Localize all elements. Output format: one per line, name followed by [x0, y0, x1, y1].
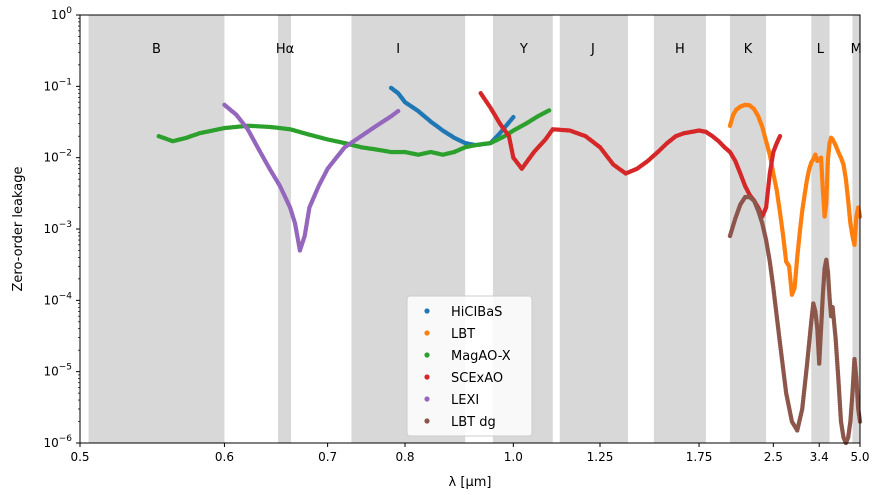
legend-marker-hicibas — [424, 308, 430, 314]
x-tick-label: 0.5 — [70, 450, 89, 464]
y-tick-label: 10−2 — [43, 149, 72, 165]
data-point-scexao — [777, 133, 783, 139]
x-axis-label: λ [μm] — [449, 475, 492, 490]
data-point-magao-x — [546, 108, 552, 113]
y-tick-exponent: −1 — [59, 77, 72, 87]
legend-label-lbt-dg: LBT dg — [451, 415, 496, 430]
y-tick-base: 10 — [43, 222, 58, 236]
x-tick-label: 1.25 — [587, 450, 614, 464]
y-tick-label: 10−1 — [43, 77, 72, 93]
x-tick-label: 0.6 — [215, 450, 234, 464]
x-tick-label: 5.0 — [850, 450, 869, 464]
y-tick-label: 10−6 — [43, 434, 72, 450]
y-tick-base: 10 — [51, 8, 66, 22]
x-tick-label: 2.5 — [764, 450, 783, 464]
x-tick-label: 0.8 — [395, 450, 414, 464]
y-tick-label: 10−3 — [43, 220, 72, 236]
y-tick-label: 100 — [51, 6, 72, 22]
legend-label-lexi: LEXI — [451, 393, 479, 408]
band-label-h: H — [675, 42, 685, 57]
y-axis-label: Zero-order leakage — [11, 167, 26, 292]
y-tick-base: 10 — [43, 436, 58, 450]
y-tick-exponent: −3 — [59, 220, 72, 230]
legend-label-hicibas: HiCIBaS — [451, 305, 502, 320]
legend-label-scexao: SCExAO — [451, 371, 503, 386]
data-series — [156, 85, 863, 446]
y-tick-exponent: −6 — [59, 434, 73, 444]
y-tick-exponent: −5 — [59, 363, 72, 373]
y-tick-exponent: 0 — [66, 6, 72, 16]
legend-marker-magao-x — [424, 352, 430, 358]
x-tick-label: 3.4 — [810, 450, 829, 464]
legend-marker-lbt — [424, 330, 430, 336]
y-tick-base: 10 — [43, 151, 58, 165]
x-tick-label: 1.75 — [686, 450, 713, 464]
band-label-j: J — [590, 42, 595, 57]
series-lbt-dg — [727, 194, 863, 446]
legend-box — [406, 295, 533, 437]
series-scexao — [478, 91, 783, 219]
x-tick-label: 1.0 — [504, 450, 523, 464]
legend-label-magao-x: MagAO-X — [451, 349, 511, 364]
band-label-y: Y — [519, 42, 528, 57]
band-label-b: B — [152, 42, 161, 57]
legend-marker-scexao — [424, 374, 430, 380]
y-tick-base: 10 — [43, 79, 58, 93]
y-tick-label: 10−4 — [43, 291, 72, 307]
legend-marker-lbt-dg — [424, 418, 430, 424]
y-tick-base: 10 — [43, 293, 58, 307]
band-h — [277, 15, 292, 443]
band-h — [653, 15, 706, 443]
y-tick-exponent: −2 — [59, 149, 72, 159]
x-tick-label: 0.7 — [318, 450, 337, 464]
legend-label-lbt: LBT — [451, 327, 475, 342]
band-label-i: I — [396, 42, 400, 57]
y-tick-label: 10−5 — [43, 363, 72, 379]
band-j — [559, 15, 629, 443]
band-k — [730, 15, 767, 443]
band-label-k: K — [744, 42, 753, 57]
data-point-hicibas — [511, 114, 516, 120]
series-lbt — [727, 102, 863, 297]
data-point-lexi — [395, 108, 401, 114]
y-tick-exponent: −4 — [59, 291, 73, 301]
y-tick-base: 10 — [43, 365, 58, 379]
legend: HiCIBaS LBT MagAO-X SCExAO LEXI LBT dg — [406, 295, 533, 437]
x-axis-ticks: 0.5 0.6 0.7 0.8 1.0 1.25 1.75 2.5 3.4 5.0 — [70, 443, 870, 464]
series-lexi — [222, 102, 401, 253]
band-label-h: Hα — [276, 42, 294, 57]
band-l — [811, 15, 830, 443]
series-magao-x — [156, 108, 552, 157]
band-b — [88, 15, 225, 443]
band-label-l: L — [817, 42, 825, 57]
legend-marker-lexi — [424, 396, 430, 402]
band-label-m: M — [851, 42, 862, 57]
